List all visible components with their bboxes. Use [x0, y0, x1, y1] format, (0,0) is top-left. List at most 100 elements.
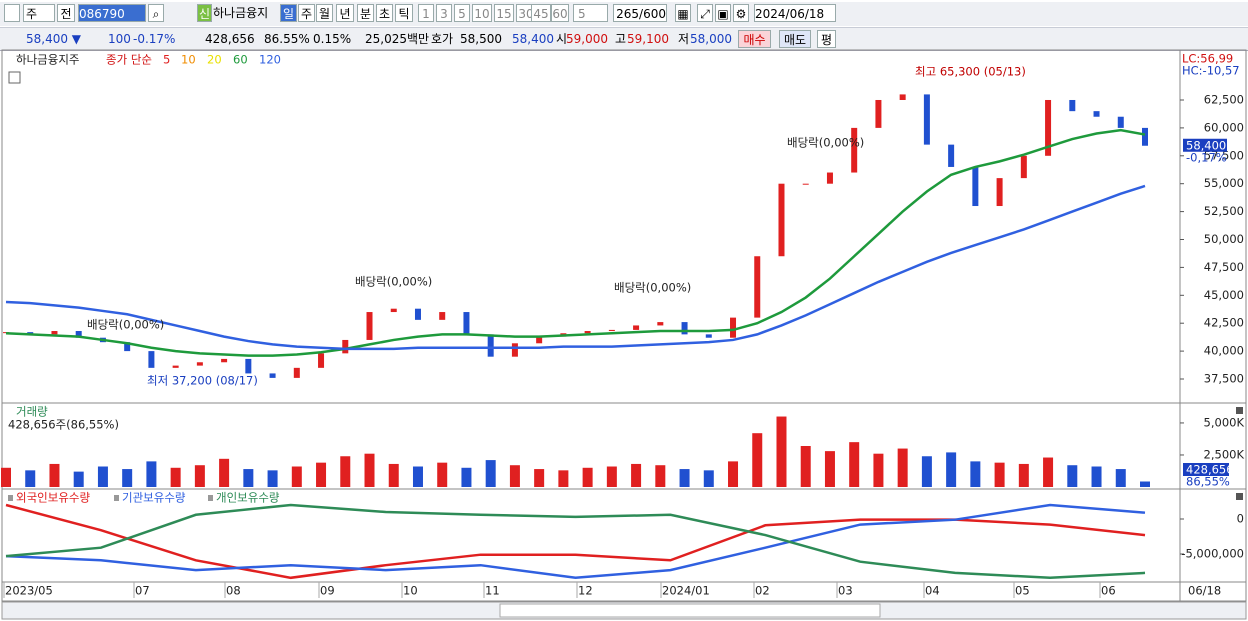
- candle: [51, 331, 58, 335]
- volume-bar: [824, 451, 835, 487]
- search[interactable]: ⌕: [148, 4, 164, 22]
- legend-item: 120: [259, 53, 281, 67]
- interval[interactable]: 년: [336, 4, 354, 22]
- amount: 25,025백만: [365, 32, 430, 46]
- stock-name: 하나금융지: [213, 6, 269, 20]
- candle: [1093, 111, 1100, 117]
- candle: [778, 183, 785, 257]
- annotation: 배당락(0,00%): [355, 275, 432, 289]
- candle: [318, 353, 325, 368]
- ma-line: [5, 184, 1146, 351]
- volume-bar: [1115, 469, 1126, 487]
- y-tick-label: 57,500: [1204, 148, 1244, 162]
- last-price-box: [1183, 138, 1227, 152]
- volume-bar: [873, 453, 884, 487]
- candle: [3, 332, 9, 334]
- panel-title: 하나금융지주: [16, 53, 79, 67]
- sell-button[interactable]: 매도: [779, 30, 811, 48]
- candle: [705, 334, 712, 338]
- volume-bar: [267, 470, 278, 487]
- x-tick-label: 2024/01: [662, 584, 710, 598]
- last-volume: 428,656: [1186, 463, 1234, 477]
- high: 59,100: [627, 32, 669, 46]
- y-tick-label: 5,000K: [1204, 415, 1245, 429]
- panel-button[interactable]: [1236, 493, 1243, 500]
- interval[interactable]: 월: [316, 4, 333, 22]
- minute[interactable]: 5: [454, 4, 470, 22]
- scroll-thumb[interactable]: [499, 603, 881, 618]
- volume-bar: [582, 467, 593, 487]
- label: 저: [678, 32, 690, 46]
- candle: [657, 322, 664, 326]
- volume: 428,656: [205, 32, 255, 46]
- count-select[interactable]: 5: [573, 4, 608, 22]
- x-tick-label: 10: [403, 584, 418, 598]
- panel-subtitle: 428,656주(86,55%): [8, 418, 119, 432]
- minute[interactable]: 3: [436, 4, 452, 22]
- buy-button[interactable]: 매수: [738, 30, 771, 48]
- code-input[interactable]: 086790: [78, 4, 146, 22]
- candle: [730, 317, 737, 338]
- interval[interactable]: 분: [357, 4, 374, 22]
- change-rate: -0.17%: [133, 32, 176, 46]
- candle: [754, 256, 761, 318]
- y-tick-label: 52,500: [1204, 204, 1244, 218]
- volume-bar: [194, 465, 205, 487]
- period-select[interactable]: 주: [23, 4, 55, 22]
- x-tick-label: 12: [578, 584, 593, 598]
- volume-bar: [1067, 465, 1078, 487]
- legend-item: 5: [163, 53, 170, 67]
- panel-button[interactable]: [1236, 407, 1243, 414]
- icon[interactable]: ▣: [715, 4, 731, 22]
- y-tick-label: 42,500: [1204, 316, 1244, 330]
- volume-bar: [679, 469, 690, 487]
- icon[interactable]: ⚙: [733, 4, 749, 22]
- minute[interactable]: 45: [531, 4, 551, 22]
- volume-bar: [849, 442, 860, 487]
- candle: [293, 367, 300, 378]
- candle: [923, 94, 930, 145]
- panel-icon[interactable]: [8, 71, 21, 84]
- legend-swatch: [114, 495, 119, 501]
- candle: [342, 339, 349, 354]
- prev-button[interactable]: 전: [57, 4, 75, 22]
- icon[interactable]: ▦: [675, 4, 691, 22]
- date-input[interactable]: 2024/06/18: [754, 4, 836, 22]
- icon[interactable]: ⤢: [697, 4, 713, 22]
- interval[interactable]: 주: [298, 4, 315, 22]
- minute[interactable]: 15: [494, 4, 514, 22]
- candle: [439, 312, 446, 320]
- interval[interactable]: 초: [376, 4, 393, 22]
- candle: [948, 144, 955, 167]
- minute[interactable]: 10: [472, 4, 492, 22]
- candle: [608, 329, 615, 332]
- candle: [996, 178, 1003, 207]
- icon[interactable]: [4, 4, 20, 22]
- candle: [1020, 155, 1027, 179]
- minute[interactable]: 60: [551, 4, 569, 22]
- interval[interactable]: 일: [280, 4, 297, 22]
- legend-swatch: [8, 495, 13, 501]
- minute[interactable]: 1: [418, 4, 434, 22]
- legend-prefix: 종가 단순: [106, 53, 152, 67]
- legend-swatch: [208, 495, 213, 501]
- last-volume-box: [1183, 463, 1229, 476]
- avg-button[interactable]: 평: [817, 30, 836, 48]
- candle: [899, 94, 906, 100]
- hc: HC:-10,57: [1182, 64, 1240, 78]
- candle: [463, 312, 470, 335]
- volume-bar: [606, 466, 617, 487]
- candle: [802, 183, 809, 185]
- x-tick-label: 2023/05: [5, 584, 53, 598]
- last-ratio: 86,55%: [1186, 475, 1230, 489]
- legend-item: 20: [207, 53, 222, 67]
- volume-bar: [170, 467, 181, 487]
- candle: [875, 99, 882, 128]
- candle: [536, 336, 543, 344]
- volume-bar: [752, 433, 763, 487]
- interval[interactable]: 틱: [395, 4, 413, 22]
- change: 100: [108, 32, 131, 46]
- volume-ratio: 86.55%: [264, 32, 310, 46]
- candle: [390, 308, 397, 313]
- volume-bar: [994, 462, 1005, 487]
